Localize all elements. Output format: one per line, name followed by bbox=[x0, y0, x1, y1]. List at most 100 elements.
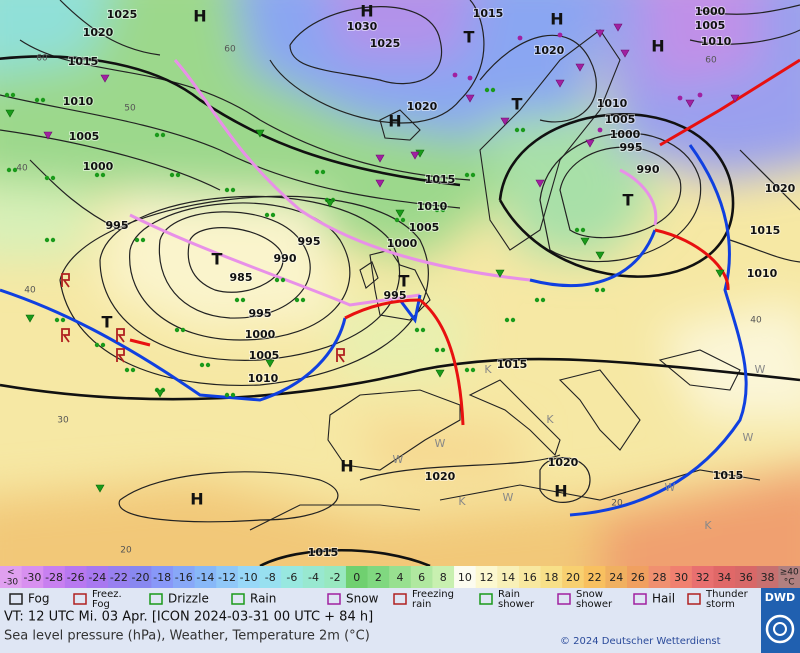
scale-label: ≥40 bbox=[780, 568, 799, 578]
scale-cell bbox=[0, 566, 23, 588]
scale-cell bbox=[43, 566, 66, 588]
pressure-label: 1000 bbox=[245, 328, 276, 341]
pressure-label: 995 bbox=[106, 219, 129, 232]
isobars bbox=[0, 0, 800, 566]
pressure-center: H bbox=[193, 7, 206, 26]
scale-label: 14 bbox=[501, 571, 515, 584]
pressure-label: 990 bbox=[637, 163, 660, 176]
rain-shower-symbol bbox=[95, 484, 105, 493]
rain-symbol bbox=[440, 347, 446, 353]
pressure-label: 1010 bbox=[63, 95, 94, 108]
rain-symbol bbox=[264, 212, 270, 218]
fronts bbox=[0, 58, 800, 517]
snow-shower-symbol bbox=[555, 79, 565, 88]
rain-symbol bbox=[224, 392, 230, 398]
legend-icon bbox=[149, 593, 163, 605]
rain-symbol bbox=[50, 237, 56, 243]
scale-label: -18 bbox=[153, 571, 171, 584]
weather-letter: K bbox=[458, 495, 466, 508]
scale-label: 20 bbox=[566, 571, 580, 584]
rain-symbol bbox=[199, 362, 205, 368]
legend-label: Rain bbox=[250, 592, 276, 606]
pressure-center: T bbox=[464, 28, 475, 47]
rain-symbol bbox=[100, 342, 106, 348]
rain-symbol bbox=[50, 175, 56, 181]
legend-label: Rain bbox=[498, 589, 520, 600]
legend-icon bbox=[557, 593, 571, 605]
rain-symbol bbox=[300, 297, 306, 303]
legend-label: shower bbox=[576, 599, 613, 610]
pressure-label: 990 bbox=[274, 252, 297, 265]
pressure-center: T bbox=[623, 191, 634, 210]
scale-label: -16 bbox=[175, 571, 193, 584]
scale-label: °C bbox=[784, 578, 795, 588]
pressure-center: H bbox=[554, 482, 567, 501]
pressure-label: 1000 bbox=[83, 160, 114, 173]
rain-symbol bbox=[490, 87, 496, 93]
legend-label: Freez. bbox=[92, 589, 122, 600]
scale-cell bbox=[410, 566, 433, 588]
pressure-label: 1015 bbox=[473, 7, 504, 20]
rain-symbol bbox=[169, 172, 175, 178]
thunderstorm-symbol bbox=[116, 348, 125, 363]
rain-symbol bbox=[470, 172, 476, 178]
scale-label: 16 bbox=[523, 571, 537, 584]
rain-symbol bbox=[175, 172, 181, 178]
rain-symbol bbox=[420, 327, 426, 333]
pressure-center: T bbox=[102, 313, 113, 332]
scale-label: 38 bbox=[761, 571, 775, 584]
rain-symbol bbox=[580, 227, 586, 233]
rain-symbol bbox=[234, 297, 240, 303]
rain-symbol bbox=[514, 127, 520, 133]
isobar-labels: 1025 1020 1015 1010 1005 1000 995 1030 1… bbox=[62, 4, 797, 560]
rain-symbol bbox=[270, 212, 276, 218]
legend-label: Fog bbox=[28, 592, 49, 606]
weather-letter: W bbox=[743, 431, 754, 444]
pressure-label: 1010 bbox=[248, 372, 279, 385]
pressure-center: T bbox=[212, 250, 223, 269]
temperature-label: 20 bbox=[611, 499, 623, 509]
scale-cell bbox=[627, 566, 650, 588]
pressure-center: T bbox=[512, 95, 523, 114]
scale-cell bbox=[194, 566, 217, 588]
pressure-label: 1005 bbox=[605, 113, 636, 126]
rain-symbol bbox=[54, 317, 60, 323]
scale-cell bbox=[151, 566, 174, 588]
pressure-label: 1020 bbox=[407, 100, 438, 113]
rain-symbol bbox=[274, 277, 280, 283]
rain-shower-symbol bbox=[435, 369, 445, 378]
scale-label: -30 bbox=[3, 578, 18, 588]
temperature-label: 50 bbox=[124, 104, 136, 114]
scale-cell bbox=[259, 566, 282, 588]
temperature-label: 30 bbox=[57, 416, 69, 426]
scale-label: 22 bbox=[588, 571, 602, 584]
scale-cell bbox=[21, 566, 44, 588]
legend-label: rain bbox=[412, 599, 431, 610]
scale-cell bbox=[367, 566, 390, 588]
scale-label: < bbox=[7, 568, 15, 578]
snow-symbol bbox=[557, 32, 563, 38]
pressure-label: 1020 bbox=[765, 182, 796, 195]
scale-cell bbox=[497, 566, 520, 588]
copyright: © 2024 Deutscher Wetterdienst bbox=[560, 636, 721, 647]
weather-symbols bbox=[4, 23, 740, 493]
rain-shower-symbol bbox=[715, 269, 725, 278]
scale-cell bbox=[583, 566, 606, 588]
snow-symbol bbox=[697, 92, 703, 98]
snow-shower-symbol bbox=[410, 151, 420, 160]
pressure-label: 1000 bbox=[387, 237, 418, 250]
pressure-label: 1000 bbox=[695, 5, 726, 18]
pressure-label: 1005 bbox=[69, 130, 100, 143]
rain-symbol bbox=[320, 169, 326, 175]
thunderstorm-symbol bbox=[116, 328, 125, 343]
rain-symbol bbox=[464, 172, 470, 178]
weather-letter: K bbox=[704, 519, 712, 532]
temperature-label: 60 bbox=[224, 45, 236, 55]
legend-icon bbox=[231, 593, 245, 605]
legend-panel bbox=[0, 588, 800, 653]
rain-symbol bbox=[6, 167, 12, 173]
scale-cell bbox=[108, 566, 131, 588]
scale-cell bbox=[756, 566, 779, 588]
temperature-labels: 60 60 50 40 40 30 20 20 40 60 bbox=[16, 45, 762, 556]
